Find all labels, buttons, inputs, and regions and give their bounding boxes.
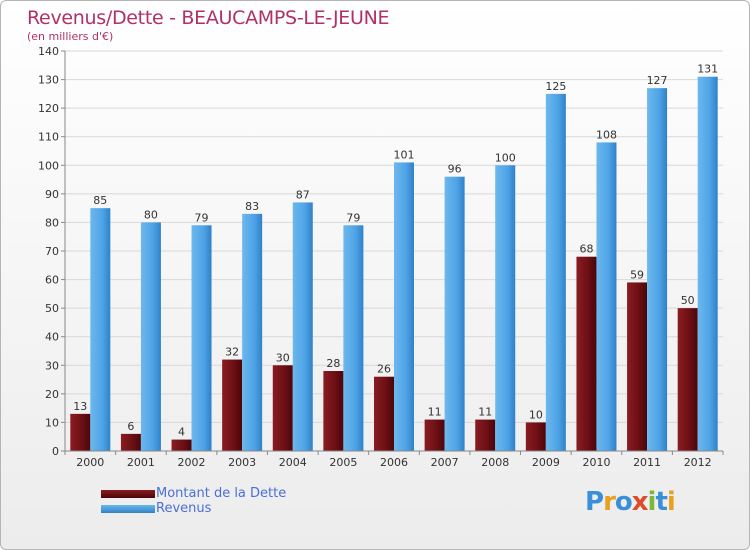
logo-letter: t (655, 487, 667, 517)
data-label-revenue: 101 (394, 148, 415, 161)
y-tick-label: 110 (38, 131, 59, 144)
x-tick-label: 2006 (380, 456, 408, 469)
data-label-debt: 26 (377, 363, 391, 376)
x-tick-label: 2004 (279, 456, 307, 469)
data-label-revenue: 80 (144, 208, 158, 221)
bar-revenue (191, 225, 212, 451)
bar-revenue (140, 222, 161, 451)
x-tick-label: 2000 (76, 456, 104, 469)
bar-revenue (596, 142, 617, 451)
data-label-debt: 30 (276, 351, 290, 364)
data-label-revenue: 131 (697, 63, 718, 76)
data-label-debt: 32 (225, 346, 239, 359)
y-tick-label: 30 (45, 359, 59, 372)
bar-debt (525, 422, 546, 451)
x-tick-label: 2002 (178, 456, 206, 469)
bar-debt (272, 365, 293, 451)
legend-swatch-revenue (101, 505, 155, 513)
bar-revenue (444, 176, 465, 451)
data-label-debt: 59 (630, 268, 644, 281)
data-label-revenue: 87 (296, 188, 310, 201)
data-label-debt: 10 (529, 408, 543, 421)
y-tick-label: 10 (45, 416, 59, 429)
x-tick-label: 2010 (582, 456, 610, 469)
bar-revenue (394, 162, 414, 451)
bar-debt (171, 439, 192, 451)
data-label-revenue: 100 (495, 151, 516, 164)
logo-letter: P (585, 487, 604, 517)
bar-debt (222, 359, 243, 451)
data-label-revenue: 85 (93, 194, 107, 207)
y-tick-label: 100 (38, 159, 59, 172)
y-tick-label: 90 (45, 188, 59, 201)
data-label-debt: 11 (428, 406, 442, 419)
legend-label-revenue: Revenus (156, 501, 212, 516)
logo-letter: i (666, 487, 676, 517)
y-tick-label: 40 (45, 331, 59, 344)
x-tick-label: 2005 (329, 456, 357, 469)
bar-revenue (697, 76, 718, 451)
data-label-revenue: 83 (245, 200, 259, 213)
chart-title: Revenus/Dette - BEAUCAMPS-LE-JEUNE (27, 7, 390, 29)
y-tick-label: 20 (45, 388, 59, 401)
bar-debt (627, 282, 648, 451)
data-label-debt: 13 (73, 400, 87, 413)
bar-debt (323, 371, 344, 451)
data-label-debt: 4 (178, 426, 185, 439)
y-tick-label: 0 (52, 445, 59, 458)
data-label-revenue: 108 (596, 128, 617, 141)
data-label-debt: 11 (478, 406, 492, 419)
x-tick-label: 2001 (127, 456, 155, 469)
bar-revenue (343, 225, 364, 451)
y-tick-label: 50 (45, 302, 59, 315)
legend-swatch-debt (101, 490, 155, 498)
x-tick-label: 2007 (431, 456, 459, 469)
data-label-debt: 28 (326, 357, 340, 370)
bar-debt (374, 376, 394, 451)
x-tick-label: 2003 (228, 456, 256, 469)
bar-debt (424, 419, 445, 451)
data-label-revenue: 125 (545, 80, 566, 93)
legend-label-debt: Montant de la Dette (156, 486, 287, 501)
bar-debt (677, 308, 698, 451)
bar-debt (120, 433, 141, 451)
data-label-debt: 6 (127, 420, 134, 433)
bar-revenue (647, 88, 668, 452)
logo-letter: r (603, 487, 616, 517)
bar-revenue (545, 93, 566, 451)
logo-letter: i (647, 487, 657, 517)
bar-debt (475, 419, 496, 451)
bar-revenue (292, 202, 313, 451)
y-tick-label: 80 (45, 216, 59, 229)
data-label-revenue: 79 (195, 211, 209, 224)
x-tick-label: 2009 (532, 456, 560, 469)
y-tick-label: 120 (38, 102, 59, 115)
x-tick-label: 2008 (481, 456, 509, 469)
data-label-revenue: 127 (647, 74, 668, 87)
logo-letter: o (614, 487, 633, 517)
logo-letter: x (631, 487, 649, 517)
y-tick-label: 70 (45, 245, 59, 258)
y-tick-label: 140 (38, 45, 59, 58)
chart-subtitle: (en milliers d'€) (27, 30, 114, 43)
bar-revenue (495, 165, 516, 452)
data-label-revenue: 96 (448, 163, 462, 176)
y-tick-label: 130 (38, 74, 59, 87)
x-tick-label: 2011 (633, 456, 661, 469)
data-label-revenue: 79 (346, 211, 360, 224)
data-label-debt: 68 (579, 243, 593, 256)
bar-debt (70, 413, 91, 451)
bar-debt (576, 256, 597, 451)
y-tick-label: 60 (45, 274, 59, 287)
x-tick-label: 2012 (684, 456, 712, 469)
proxiti-logo: Proxiti (585, 487, 676, 517)
bar-revenue (90, 208, 111, 451)
data-label-debt: 50 (681, 294, 695, 307)
bar-revenue (242, 213, 263, 451)
